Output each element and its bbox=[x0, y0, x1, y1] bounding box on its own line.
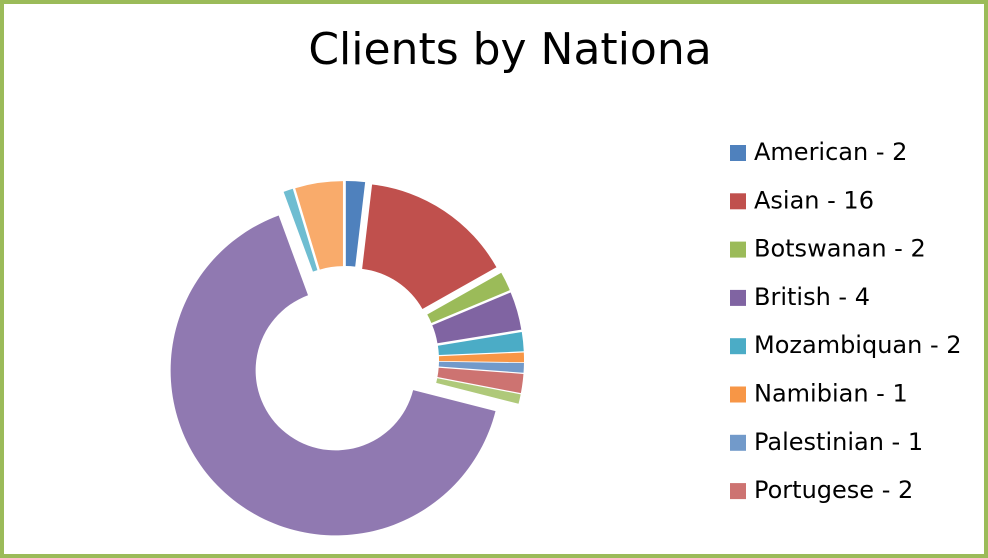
donut-slice bbox=[438, 361, 524, 373]
donut-slice bbox=[437, 332, 524, 356]
legend-label: Namibian - 1 bbox=[754, 380, 908, 408]
donut-slice bbox=[438, 352, 524, 363]
legend-swatch bbox=[730, 338, 746, 355]
legend-swatch bbox=[730, 193, 746, 210]
legend-swatch bbox=[730, 386, 746, 403]
legend-swatch bbox=[730, 241, 746, 258]
legend-label: Palestinian - 1 bbox=[754, 428, 923, 456]
donut-slice bbox=[295, 181, 343, 270]
donut-slice bbox=[362, 184, 497, 310]
donut-slice bbox=[283, 188, 318, 272]
legend-swatch bbox=[730, 145, 746, 161]
donut-slice bbox=[432, 292, 522, 344]
legend-swatch bbox=[730, 289, 746, 306]
donut-slice bbox=[170, 215, 496, 536]
legend-label: Mozambiquan - 2 bbox=[754, 331, 962, 359]
legend-label: American - 2 bbox=[754, 138, 907, 166]
legend-swatch bbox=[730, 434, 746, 451]
legend-label: British - 4 bbox=[754, 283, 870, 311]
legend-label: Portugese - 2 bbox=[754, 476, 913, 504]
donut-slice bbox=[437, 367, 524, 394]
chart-title: Clients by Nationa bbox=[308, 24, 711, 75]
donut-slice bbox=[427, 272, 510, 323]
legend-label: Asian - 16 bbox=[754, 186, 874, 214]
legend-label: Botswanan - 2 bbox=[754, 235, 926, 263]
legend-swatch bbox=[730, 483, 746, 500]
donut-slice bbox=[345, 181, 366, 267]
donut-slice bbox=[436, 378, 521, 404]
